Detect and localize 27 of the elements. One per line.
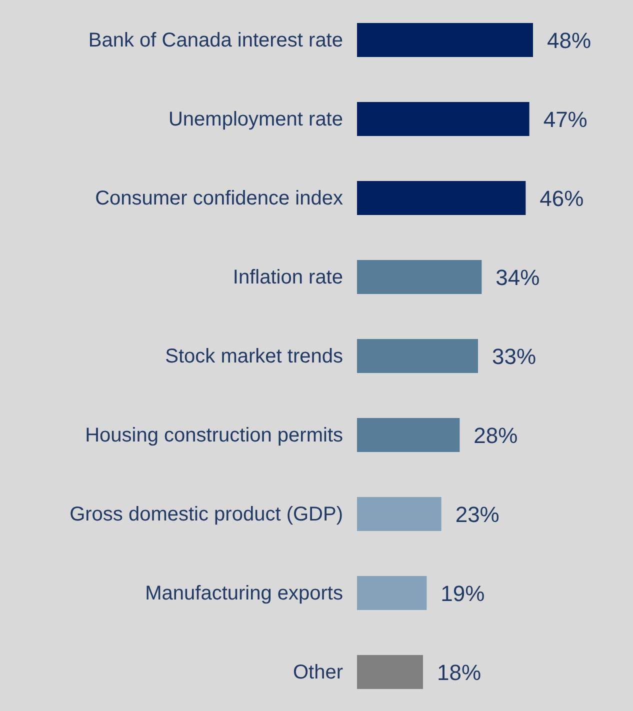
data-label: 47% bbox=[543, 106, 588, 132]
y-tick-label: Unemployment rate bbox=[168, 108, 343, 131]
y-tick-label: Consumer confidence index bbox=[95, 188, 343, 210]
y-tick-label: Inflation rate bbox=[232, 266, 343, 289]
data-label: 23% bbox=[455, 502, 500, 527]
bar bbox=[357, 655, 423, 689]
data-label: 33% bbox=[492, 344, 536, 369]
y-tick-label: Gross domestic product (GDP) bbox=[70, 504, 343, 526]
data-label: 28% bbox=[474, 422, 518, 448]
data-label: 34% bbox=[496, 264, 540, 290]
y-tick-label: Stock market trends bbox=[165, 346, 343, 368]
y-tick-label: Manufacturing exports bbox=[145, 582, 343, 605]
y-tick-label: Other bbox=[292, 662, 344, 684]
y-tick-label: Housing construction permits bbox=[85, 424, 343, 447]
bar bbox=[357, 181, 526, 215]
data-label: 46% bbox=[540, 186, 584, 211]
data-label: 18% bbox=[437, 660, 482, 685]
y-tick-label: Bank of Canada interest rate bbox=[88, 30, 343, 52]
bar bbox=[357, 23, 533, 57]
data-label: 19% bbox=[440, 580, 485, 606]
bar bbox=[357, 260, 482, 294]
bar bbox=[357, 339, 478, 373]
bar bbox=[357, 418, 460, 452]
bar bbox=[357, 576, 427, 610]
data-label: 48% bbox=[547, 28, 592, 53]
bar bbox=[357, 102, 530, 136]
bar bbox=[357, 497, 442, 531]
